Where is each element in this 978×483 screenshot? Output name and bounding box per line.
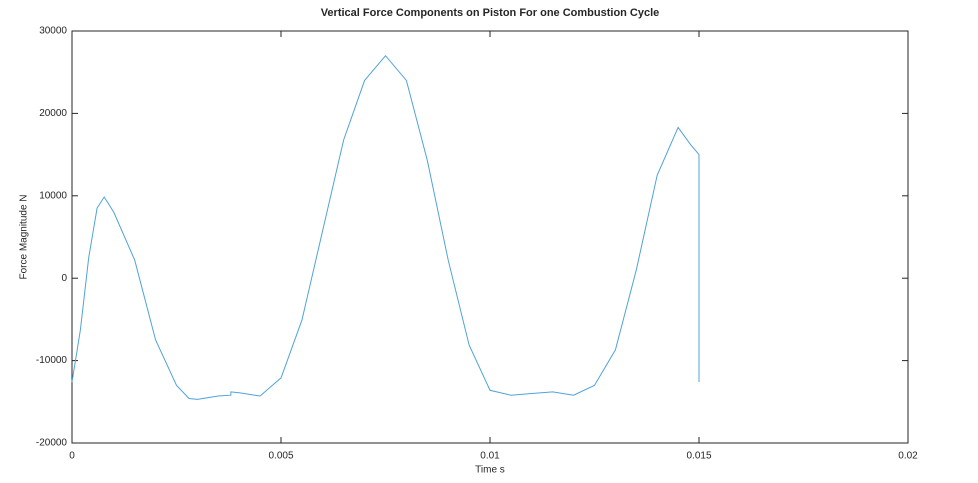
y-tick-label: 20000 bbox=[39, 108, 67, 119]
plot-frame bbox=[71, 30, 909, 444]
y-tick-label: 0 bbox=[61, 273, 67, 284]
x-axis-label: Time s bbox=[475, 465, 505, 476]
x-tick-label: 0.01 bbox=[480, 451, 500, 462]
y-tick-label: 10000 bbox=[39, 190, 67, 201]
data-line bbox=[71, 54, 700, 400]
chart-title: Vertical Force Components on Piston For … bbox=[321, 7, 660, 19]
x-tick-label: 0.015 bbox=[686, 451, 711, 462]
y-tick-label: 30000 bbox=[39, 26, 67, 37]
x-tick-label: 0 bbox=[69, 451, 75, 462]
y-tick-label: -20000 bbox=[36, 438, 68, 449]
x-tick-label: 0.005 bbox=[268, 451, 293, 462]
y-axis-label: Force Magnitude N bbox=[19, 194, 30, 279]
x-tick-label: 0.02 bbox=[898, 451, 918, 462]
y-tick-label: -10000 bbox=[36, 355, 68, 366]
